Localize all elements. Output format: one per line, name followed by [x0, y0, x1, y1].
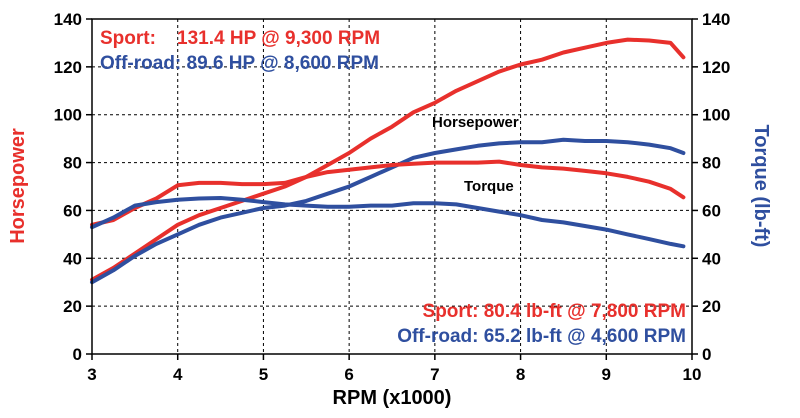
x-tick-label: 6 [344, 365, 353, 384]
y-axis-title-right: Torque (lb-ft) [750, 125, 772, 248]
x-tick-label: 9 [602, 365, 611, 384]
annotation-hp-sport: Sport: 131.4 HP @ 9,300 RPM [100, 28, 380, 49]
annotation-hp-offroad: Off-road: 89.6 HP @ 8,600 RPM [100, 53, 379, 74]
y-tick-label-left: 60 [63, 201, 82, 220]
y-tick-label-right: 0 [702, 345, 711, 364]
grid-lines [92, 19, 692, 354]
series-line-tq_sport [90, 159, 686, 227]
x-tick-label: 5 [259, 365, 268, 384]
y-tick-label-left: 0 [73, 345, 82, 364]
y-tick-label-right: 20 [702, 297, 721, 316]
curve-label-horsepower: Horsepower [432, 114, 519, 131]
y-tick-label-right: 140 [702, 10, 730, 29]
y-tick-label-left: 80 [63, 154, 82, 173]
y-axis-title-left: Horsepower [7, 128, 29, 244]
series-line-hp_offroad [90, 137, 686, 285]
annotation-tq-sport: Sport: 80.4 lb-ft @ 7,800 RPM [423, 301, 686, 322]
x-tick-label: 8 [516, 365, 525, 384]
x-tick-label: 4 [173, 365, 183, 384]
y-tick-label-right: 60 [702, 201, 721, 220]
x-tick-label: 3 [87, 365, 96, 384]
x-tick-label: 10 [683, 365, 702, 384]
plot-frame [91, 18, 693, 355]
y-tick-label-left: 100 [54, 106, 82, 125]
y-tick-label-right: 80 [702, 154, 721, 173]
annotation-tq-offroad: Off-road: 65.2 lb-ft @ 4,600 RPM [397, 326, 686, 347]
y-tick-label-right: 40 [702, 249, 721, 268]
series-line-tq_offroad [90, 196, 686, 249]
x-axis-title: RPM (x1000) [333, 387, 452, 409]
x-tick-label: 7 [430, 365, 439, 384]
curve-label-torque: Torque [464, 178, 514, 195]
y-tick-label-right: 120 [702, 58, 730, 77]
series-line-hp_sport [90, 37, 686, 282]
y-tick-label-left: 140 [54, 10, 82, 29]
data-curves [90, 37, 686, 285]
y-tick-label-left: 120 [54, 58, 82, 77]
y-tick-label-right: 100 [702, 106, 730, 125]
y-tick-label-left: 40 [63, 249, 82, 268]
y-tick-label-left: 20 [63, 297, 82, 316]
